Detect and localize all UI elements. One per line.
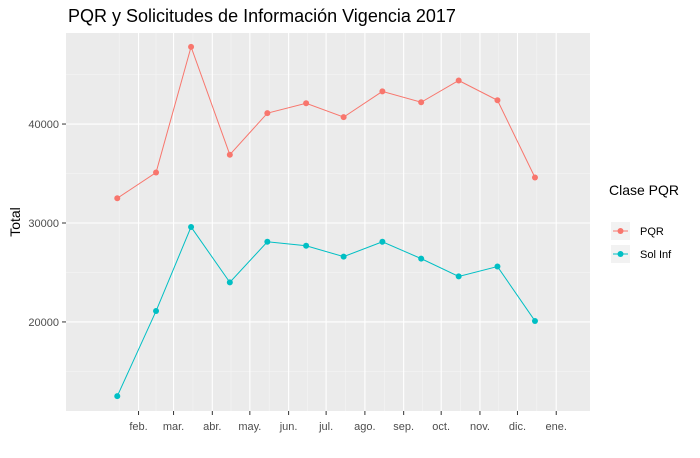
legend-item: PQR: [611, 222, 664, 240]
legend: Clase PQR PQR Sol Inf: [609, 182, 679, 263]
data-point: [455, 273, 462, 280]
minor-gridlines: [66, 33, 590, 411]
plot-panel: [66, 33, 590, 411]
series-sol-inf: [114, 223, 538, 400]
x-tick-label: feb.: [129, 421, 147, 433]
legend-label: PQR: [640, 226, 664, 238]
data-point: [188, 223, 195, 230]
data-point: [264, 110, 271, 117]
data-point: [340, 253, 347, 260]
x-axis: feb. mar. abr. may. jun. jul. ago. sep. oct. nov.…: [129, 411, 567, 433]
data-point: [418, 255, 425, 262]
data-point: [226, 151, 233, 158]
x-tick-label: may.: [238, 421, 261, 433]
data-point: [303, 100, 310, 107]
legend-label: Sol Inf: [640, 249, 672, 261]
data-point: [153, 169, 160, 176]
data-point: [531, 174, 538, 181]
data-point: [418, 99, 425, 106]
data-point: [455, 77, 462, 84]
data-point: [340, 114, 347, 121]
x-tick-label: sep.: [393, 421, 414, 433]
x-tick-label: oct.: [432, 421, 450, 433]
data-point: [494, 263, 501, 270]
series-pqr: [114, 43, 538, 202]
data-point: [531, 317, 538, 324]
data-point: [114, 195, 121, 202]
y-axis: 20000 30000 40000: [28, 119, 66, 329]
legend-key-point: [617, 251, 624, 257]
major-gridlines: [66, 33, 590, 411]
series-line: [116, 45, 536, 199]
legend-key-point: [617, 228, 624, 234]
chart-title: PQR y Solicitudes de Información Vigenci…: [68, 6, 456, 26]
y-tick-label: 40000: [28, 119, 59, 131]
data-point: [226, 279, 233, 286]
x-tick-label: dic.: [509, 421, 526, 433]
data-point: [114, 393, 121, 400]
data-point: [303, 242, 310, 249]
x-tick-label: jun.: [279, 421, 298, 433]
x-tick-label: nov.: [470, 421, 490, 433]
y-tick-label: 20000: [28, 317, 59, 329]
x-tick-label: jul.: [318, 421, 333, 433]
data-point: [188, 43, 195, 50]
x-tick-label: ene.: [546, 421, 567, 433]
data-point: [494, 97, 501, 104]
data-point: [379, 88, 386, 95]
x-tick-label: abr.: [203, 421, 221, 433]
y-axis-title: Total: [7, 207, 23, 237]
x-tick-label: mar.: [163, 421, 184, 433]
x-tick-label: ago.: [354, 421, 375, 433]
y-tick-label: 30000: [28, 218, 59, 230]
legend-title: Clase PQR: [609, 182, 679, 198]
data-point: [153, 308, 160, 315]
data-point: [264, 238, 271, 245]
series-layer: [114, 43, 538, 400]
series-line: [116, 225, 536, 397]
data-point: [379, 238, 386, 245]
legend-item: Sol Inf: [611, 245, 672, 263]
